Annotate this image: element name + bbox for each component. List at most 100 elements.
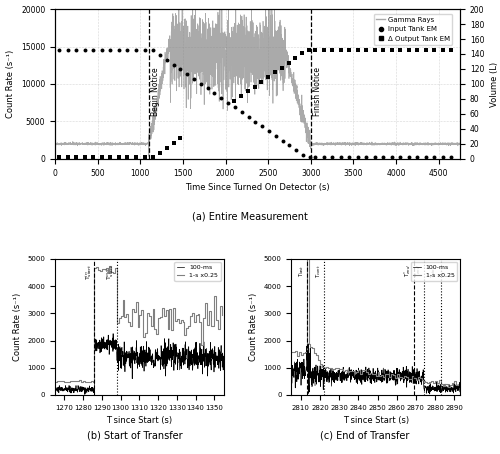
Point (328, 154, 336, 161)
1-s x0.25 (198, 342, 204, 348)
Point (115, 47, 123, 54)
Point (81, 47, 89, 54)
1-s x0.25 (446, 385, 452, 390)
Point (210, 89, 218, 97)
Text: Begin Notice: Begin Notice (152, 67, 160, 116)
Legend: 100-ms, 1-s x0.25: 100-ms, 1-s x0.25 (410, 262, 457, 281)
Text: T$^{in}_{start}$: T$^{in}_{start}$ (83, 264, 94, 281)
Point (354, 47, 362, 54)
Text: T$_{last}$: T$_{last}$ (297, 264, 306, 277)
Point (156, 149, 164, 156)
Point (176, 66, 184, 73)
Point (380, 47, 388, 54)
100-ms (310, 367, 316, 373)
Point (272, 132, 280, 139)
Point (72, 154, 80, 161)
Point (237, 93, 245, 100)
100-ms (406, 372, 411, 378)
Point (132, 47, 140, 54)
Point (320, 154, 328, 161)
100-ms (338, 377, 344, 383)
Text: (b) Start of Transfer: (b) Start of Transfer (87, 430, 183, 440)
Point (56, 47, 64, 54)
Point (311, 154, 319, 161)
Point (396, 154, 404, 161)
Point (362, 47, 370, 54)
1-s x0.25 (372, 373, 378, 378)
Point (115, 154, 123, 161)
Point (405, 47, 413, 54)
Point (162, 56, 170, 64)
Point (106, 154, 114, 161)
Point (98, 154, 106, 161)
Point (265, 128, 273, 135)
Point (250, 83, 258, 90)
Point (238, 109, 246, 116)
Point (56, 154, 64, 161)
X-axis label: Time Since Turned On Detector (s): Time Since Turned On Detector (s) (185, 183, 330, 192)
Point (345, 47, 353, 54)
Point (81, 154, 89, 161)
Point (439, 47, 447, 54)
Point (405, 154, 413, 161)
X-axis label: T since Start (s): T since Start (s) (342, 416, 408, 425)
Text: T$^{*}_{end}$: T$^{*}_{end}$ (402, 264, 413, 277)
Point (292, 147, 300, 154)
Text: T$_{cont}$: T$_{cont}$ (314, 264, 324, 278)
Point (230, 97, 238, 104)
1-s x0.25 (65, 380, 71, 385)
100-ms (420, 374, 426, 380)
Point (149, 154, 157, 161)
Point (306, 154, 314, 161)
Point (311, 47, 319, 54)
100-ms (96, 340, 102, 345)
Text: T$^{out}_{start}$: T$^{out}_{start}$ (106, 264, 116, 281)
Point (72, 47, 80, 54)
Point (218, 94, 226, 102)
100-ms (52, 385, 58, 390)
100-ms (172, 361, 178, 367)
Y-axis label: Count Rate (s⁻¹): Count Rate (s⁻¹) (12, 293, 22, 361)
Point (162, 144, 170, 152)
Point (244, 113, 252, 120)
Point (448, 47, 456, 54)
Point (124, 47, 132, 54)
Point (64, 154, 72, 161)
100-ms (306, 377, 312, 382)
Point (336, 154, 344, 161)
1-s x0.25 (106, 264, 112, 269)
100-ms (304, 336, 310, 341)
Point (370, 47, 378, 54)
100-ms (198, 360, 204, 366)
Text: T$_{end}$: T$_{end}$ (414, 264, 423, 277)
Point (328, 47, 336, 54)
1-s x0.25 (292, 348, 298, 353)
Point (299, 151, 307, 158)
Point (170, 61, 177, 68)
Point (224, 99, 232, 106)
Point (430, 154, 438, 161)
100-ms (288, 363, 294, 368)
Point (278, 137, 286, 144)
Legend: 100-ms, 1-s x0.25: 100-ms, 1-s x0.25 (174, 262, 220, 281)
1-s x0.25 (104, 270, 110, 276)
X-axis label: T since Start (s): T since Start (s) (106, 416, 172, 425)
Text: (a) Entire Measurement: (a) Entire Measurement (192, 211, 308, 221)
Legend: Gamma Rays, Input Tank EM, Δ Output Tank EM: Gamma Rays, Input Tank EM, Δ Output Tank… (374, 14, 452, 44)
1-s x0.25 (304, 256, 310, 262)
Point (439, 154, 447, 161)
Point (149, 47, 157, 54)
Y-axis label: Count Rate (s⁻¹): Count Rate (s⁻¹) (249, 293, 258, 361)
Point (345, 154, 353, 161)
Line: 1-s x0.25: 1-s x0.25 (291, 259, 458, 387)
1-s x0.25 (52, 379, 58, 385)
100-ms (426, 391, 432, 397)
Point (106, 47, 114, 54)
Point (354, 154, 362, 161)
Point (336, 47, 344, 54)
100-ms (220, 355, 226, 360)
100-ms (82, 392, 88, 397)
1-s x0.25 (172, 318, 178, 324)
1-s x0.25 (215, 326, 221, 332)
Point (170, 139, 177, 147)
